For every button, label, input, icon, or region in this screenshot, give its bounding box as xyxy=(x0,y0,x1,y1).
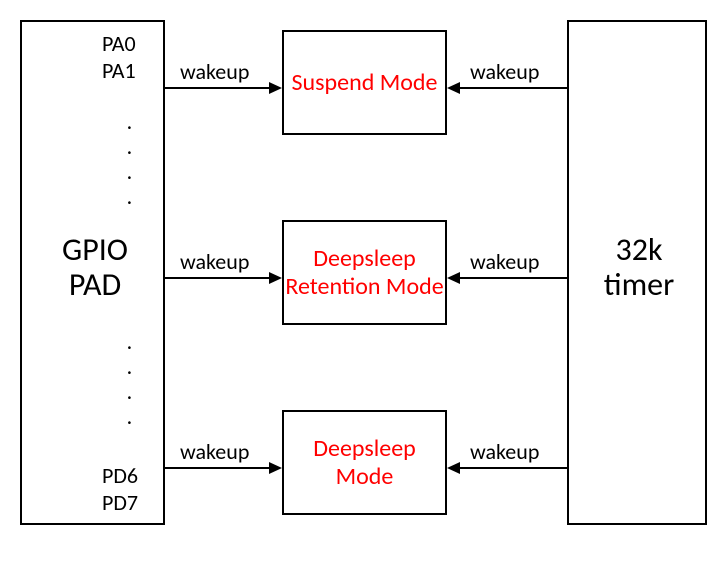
arrow-left-3-label: wakeup xyxy=(180,438,249,465)
arrow-left-1-label: wakeup xyxy=(180,58,249,85)
dot: . xyxy=(127,357,132,379)
mode-suspend: Suspend Mode xyxy=(282,30,447,135)
gpio-pad-text-1: GPIO PAD xyxy=(62,230,128,304)
arrow-left-2-label: wakeup xyxy=(180,248,249,275)
dot: . xyxy=(127,382,132,404)
arrow-right-3-label: wakeup xyxy=(470,438,539,465)
mode-retention: Deepsleep Retention Mode xyxy=(282,220,447,325)
wakeup-diagram: GPIO PAD PA0 PA1 . . . . . . . . PD6 PD7… xyxy=(20,20,708,543)
mode-deepsleep: Deepsleep Mode xyxy=(282,410,447,515)
timer-label: 32k timer xyxy=(599,232,679,302)
timer-text: 32k timer xyxy=(604,230,674,304)
dot: . xyxy=(127,332,132,354)
pin-pd6: PD6 xyxy=(102,462,138,489)
arrow-right-2-label: wakeup xyxy=(470,248,539,275)
mode-retention-label: Deepsleep Retention Mode xyxy=(284,245,445,300)
gpio-pad-label: GPIO PAD xyxy=(50,232,140,302)
dot: . xyxy=(127,112,132,134)
timer-box: 32k timer xyxy=(567,20,707,525)
dot: . xyxy=(127,162,132,184)
pin-pa0: PA0 xyxy=(102,30,136,57)
mode-suspend-label: Suspend Mode xyxy=(292,69,438,97)
pin-pa1: PA1 xyxy=(102,57,136,84)
pin-pd7: PD7 xyxy=(102,489,138,516)
mode-deepsleep-label: Deepsleep Mode xyxy=(284,435,445,490)
dot: . xyxy=(127,137,132,159)
gpio-pad-box: GPIO PAD PA0 PA1 . . . . . . . . PD6 PD7 xyxy=(20,20,165,525)
dot: . xyxy=(127,407,132,429)
arrow-right-1-label: wakeup xyxy=(470,58,539,85)
dot: . xyxy=(127,187,132,209)
